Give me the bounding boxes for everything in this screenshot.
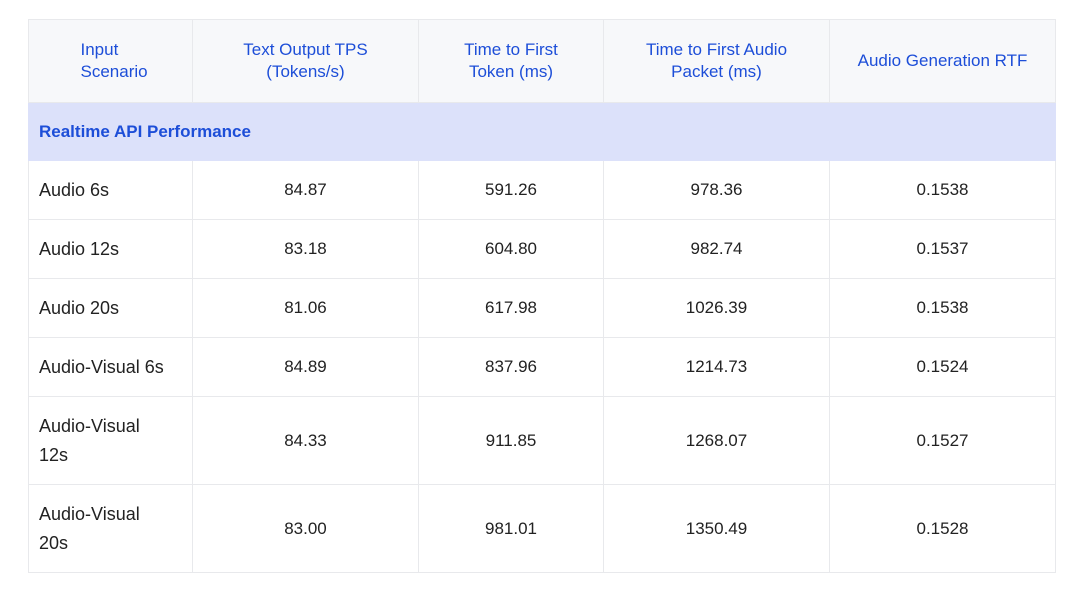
cell-text: 1350.49	[685, 518, 748, 538]
cell-text: Audio-Visual 6s	[39, 356, 164, 377]
data-row: Audio 12s 83.18 604.80 982.74 0.1537	[28, 219, 1056, 279]
header-row: Input Scenario Text Output TPS (Tokens/s)…	[28, 19, 1056, 103]
value-cell: 0.1527	[829, 396, 1056, 485]
header-cell: Time to First Audio Packet (ms)	[603, 19, 830, 103]
table-body: Realtime API Performance Audio 6s 84.87 59…	[28, 102, 1056, 573]
scenario-cell: Audio-Visual 6s	[28, 337, 193, 397]
value-cell: 83.00	[192, 484, 419, 573]
cell-text: 837.96	[485, 357, 537, 376]
value-cell: 837.96	[418, 337, 604, 397]
scenario-cell: Audio-Visual 20s	[28, 484, 193, 573]
value-cell: 978.36	[603, 160, 830, 220]
value-cell: 0.1538	[829, 160, 1056, 220]
value-cell: 0.1528	[829, 484, 1056, 573]
cell-text: 911.85	[485, 430, 537, 450]
data-row: Audio-Visual 6s 84.89 837.96 1214.73 0.1524	[28, 337, 1056, 397]
cell-text: 1214.73	[685, 357, 748, 376]
cell-text: 982.74	[690, 239, 743, 258]
cell-text: 0.1537	[916, 239, 969, 258]
performance-table: Input Scenario Text Output TPS (Tokens/s)…	[28, 19, 1056, 573]
cell-text: 84.87	[284, 180, 327, 199]
cell-text: 83.00	[284, 518, 327, 538]
cell-text: 604.80	[485, 239, 537, 258]
cell-text: 0.1527	[916, 430, 969, 450]
value-cell: 84.33	[192, 396, 419, 485]
value-cell: 1214.73	[603, 337, 830, 397]
cell-text: 0.1528	[916, 518, 969, 538]
value-cell: 1026.39	[603, 278, 830, 338]
scenario-cell: Audio 20s	[28, 278, 193, 338]
cell-text: Audio 12s	[39, 238, 120, 259]
cell-text: 84.33	[284, 430, 327, 450]
header-text: Input Scenario	[80, 40, 148, 81]
cell-text: 0.1524	[916, 357, 969, 376]
cell-text: 81.06	[284, 298, 327, 317]
cell-text: 84.89	[284, 357, 327, 376]
cell-text: 617.98	[485, 298, 537, 317]
value-cell: 911.85	[418, 396, 604, 485]
header-cell: Time to First Token (ms)	[418, 19, 604, 103]
section-row: Realtime API Performance	[28, 102, 1056, 161]
cell-text: 591.26	[485, 180, 537, 199]
value-cell: 81.06	[192, 278, 419, 338]
value-cell: 84.87	[192, 160, 419, 220]
value-cell: 1350.49	[603, 484, 830, 573]
scenario-cell: Audio-Visual 12s	[28, 396, 193, 485]
header-cell: Text Output TPS (Tokens/s)	[192, 19, 419, 103]
value-cell: 0.1524	[829, 337, 1056, 397]
header-text: Audio Generation RTF	[857, 51, 1028, 70]
value-cell: 83.18	[192, 219, 419, 279]
data-row: Audio-Visual 12s 84.33 911.85 1268.07 0.1527	[28, 396, 1056, 485]
cell-text: 981.01	[485, 518, 537, 538]
cell-text: Audio-Visual 20s	[39, 503, 140, 553]
value-cell: 84.89	[192, 337, 419, 397]
data-row: Audio 6s 84.87 591.26 978.36 0.1538	[28, 160, 1056, 220]
value-cell: 981.01	[418, 484, 604, 573]
header-cell: Input Scenario	[28, 19, 193, 103]
cell-text: 0.1538	[916, 180, 969, 199]
cell-text: 0.1538	[916, 298, 969, 317]
header-text: Time to First Audio Packet (ms)	[645, 40, 788, 81]
scenario-cell: Audio 12s	[28, 219, 193, 279]
cell-text: Audio-Visual 12s	[39, 415, 140, 465]
data-row: Audio-Visual 20s 83.00 981.01 1350.49 0.1528	[28, 484, 1056, 573]
cell-text: 83.18	[284, 239, 327, 258]
value-cell: 617.98	[418, 278, 604, 338]
value-cell: 982.74	[603, 219, 830, 279]
value-cell: 591.26	[418, 160, 604, 220]
value-cell: 0.1537	[829, 219, 1056, 279]
cell-text: 1268.07	[685, 430, 748, 450]
value-cell: 604.80	[418, 219, 604, 279]
cell-text: 1026.39	[685, 298, 748, 317]
value-cell: 1268.07	[603, 396, 830, 485]
section-title: Realtime API Performance	[28, 102, 1056, 161]
header-text: Text Output TPS (Tokens/s)	[243, 40, 368, 81]
cell-text: Audio 6s	[39, 179, 110, 200]
header-text: Time to First Token (ms)	[464, 40, 558, 81]
value-cell: 0.1538	[829, 278, 1056, 338]
cell-text: Audio 20s	[39, 297, 120, 318]
scenario-cell: Audio 6s	[28, 160, 193, 220]
header-cell: Audio Generation RTF	[829, 19, 1056, 103]
data-row: Audio 20s 81.06 617.98 1026.39 0.1538	[28, 278, 1056, 338]
cell-text: 978.36	[690, 180, 743, 199]
